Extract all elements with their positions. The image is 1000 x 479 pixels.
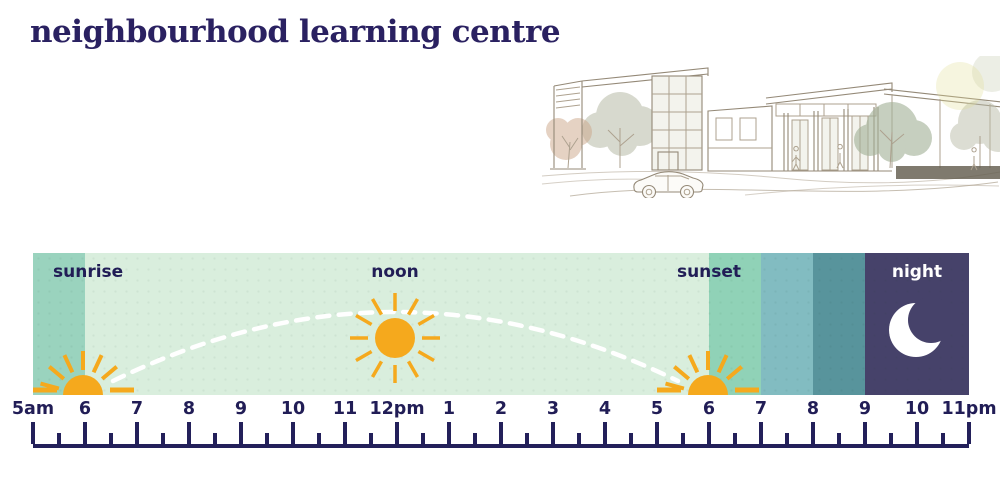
rising-sun-icon — [33, 351, 134, 395]
hour-label-2-9: 2 — [494, 399, 508, 419]
tree-left — [582, 92, 660, 168]
ruler-halfhour-tick — [109, 433, 113, 444]
ruler-hour-tick — [343, 422, 347, 444]
ruler-hour-tick — [499, 422, 503, 444]
car — [633, 171, 704, 200]
hour-label-5-12: 5 — [650, 399, 664, 419]
hour-label-7-14: 7 — [754, 399, 768, 419]
hour-label-6-13: 6 — [702, 399, 716, 419]
ruler-hour-tick — [187, 422, 191, 444]
ruler-hour-tick — [655, 422, 659, 444]
hour-label-1-8: 1 — [442, 399, 456, 419]
tree-right-big — [854, 102, 932, 169]
page-title: neighbourhood learning centre — [30, 14, 561, 50]
hour-labels: 5am 6 7 8 9 10 11 12pm 1 2 3 4 5 6 7 8 9 10 11pm — [12, 399, 997, 421]
ruler-halfhour-tick — [837, 433, 841, 444]
ruler — [31, 422, 971, 448]
ruler-halfhour-tick — [733, 433, 737, 444]
sun-path-arc — [110, 309, 681, 384]
building-sketch — [541, 52, 1000, 200]
ruler-hour-tick — [967, 422, 971, 444]
ruler-hour-tick — [551, 422, 555, 444]
segment-5am-to-6am — [33, 253, 85, 395]
ruler-hour-tick — [811, 422, 815, 444]
phase-label-sunrise: sunrise — [53, 262, 124, 282]
sign-wall — [550, 80, 586, 170]
ruler-hour-tick — [83, 422, 87, 444]
ruler-hour-tick — [863, 422, 867, 444]
ruler-halfhour-tick — [317, 433, 321, 444]
ruler-halfhour-tick — [473, 433, 477, 444]
hour-label-3-10: 3 — [546, 399, 560, 419]
ruler-halfhour-tick — [369, 433, 373, 444]
ruler-halfhour-tick — [161, 433, 165, 444]
hour-label-10-5: 10 — [280, 399, 306, 419]
ground-lines — [541, 170, 1000, 197]
hour-label-9-16: 9 — [858, 399, 872, 419]
ruler-halfhour-tick — [577, 433, 581, 444]
segment-8pm-to-9pm — [813, 253, 865, 395]
ruler-hour-tick — [915, 422, 919, 444]
hour-label-9-4: 9 — [234, 399, 248, 419]
ruler-halfhour-tick — [57, 433, 61, 444]
ruler-halfhour-tick — [213, 433, 217, 444]
phase-label-night: night — [891, 262, 943, 282]
ruler-halfhour-tick — [889, 433, 893, 444]
glass-tower — [651, 75, 703, 171]
timeline-band: sunrise noon sunset night — [33, 253, 969, 395]
segment-7pm-to-8pm — [761, 253, 813, 395]
ruler-halfhour-tick — [681, 433, 685, 444]
hour-label-10-17: 10 — [904, 399, 930, 419]
fence — [896, 166, 1000, 179]
mid-wing — [707, 105, 773, 172]
hour-label-8-15: 8 — [806, 399, 820, 419]
ruler-hour-tick — [603, 422, 607, 444]
hour-label-7-2: 7 — [130, 399, 144, 419]
hour-label-11-6: 11 — [332, 399, 358, 419]
ruler-hour-tick — [239, 422, 243, 444]
phase-label-sunset: sunset — [676, 262, 742, 282]
people-figures — [791, 143, 978, 171]
ruler-halfhour-tick — [785, 433, 789, 444]
tree-right-far — [936, 52, 1000, 168]
ruler-halfhour-tick — [941, 433, 945, 444]
ruler-hour-tick — [135, 422, 139, 444]
hour-label-4-11: 4 — [598, 399, 612, 419]
setting-sun-icon — [657, 351, 759, 395]
ruler-hour-tick — [759, 422, 763, 444]
hour-label-6-1: 6 — [78, 399, 92, 419]
crescent-moon-icon — [889, 297, 954, 357]
hour-label-11pm-18: 11pm — [941, 399, 997, 419]
hour-label-5am-0: 5am — [11, 399, 55, 419]
ruler-hour-tick — [707, 422, 711, 444]
ruler-halfhour-tick — [629, 433, 633, 444]
sun-icon — [350, 293, 440, 383]
phase-label-noon: noon — [371, 262, 419, 282]
tree-red — [546, 118, 592, 169]
hour-label-8-3: 8 — [182, 399, 196, 419]
building-sketch-illustration — [540, 52, 1000, 200]
hour-label-12pm-7: 12pm — [369, 399, 425, 419]
ruler-halfhour-tick — [525, 433, 529, 444]
ruler-hour-tick — [291, 422, 295, 444]
ruler-hour-tick — [31, 422, 35, 444]
ruler-halfhour-tick — [265, 433, 269, 444]
ruler-hour-tick — [395, 422, 399, 444]
day-arc-graphic — [33, 293, 954, 395]
ruler-halfhour-tick — [421, 433, 425, 444]
ruler-hour-tick — [447, 422, 451, 444]
